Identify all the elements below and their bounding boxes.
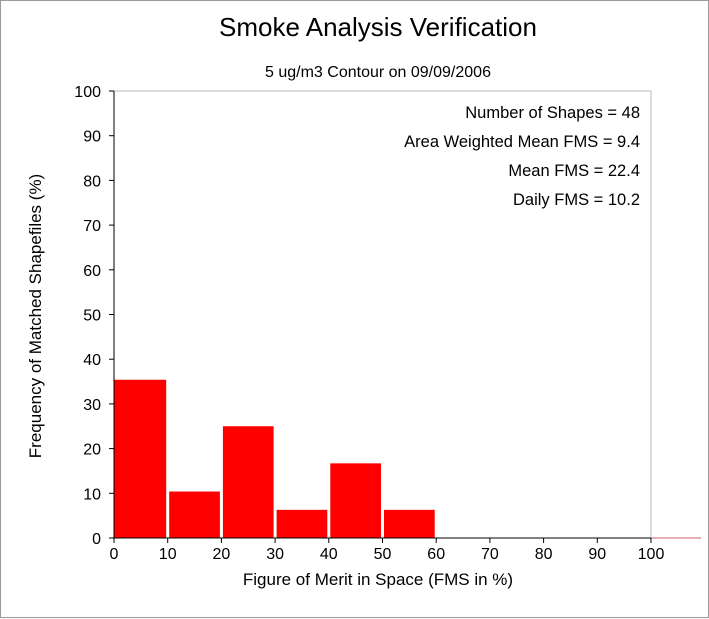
y-tick-label: 20 [83, 442, 101, 459]
x-tick-label: 70 [481, 546, 499, 563]
y-tick-label: 30 [83, 397, 101, 414]
annotations-group: Number of Shapes = 48 Area Weighted Mean … [404, 104, 640, 209]
bar-40-50 [330, 463, 381, 538]
bars-group [114, 379, 435, 538]
plot-area [113, 90, 652, 539]
y-tick-label: 60 [83, 263, 101, 280]
chart-title: Smoke Analysis Verification [219, 12, 537, 42]
y-tick-label: 100 [74, 84, 101, 101]
x-tick-label: 40 [320, 546, 338, 563]
stat-annotation: Number of Shapes = 48 [465, 104, 640, 122]
chart-subtitle: 5 ug/m3 Contour on 09/09/2006 [265, 64, 491, 81]
stat-annotation: Area Weighted Mean FMS = 9.4 [404, 133, 640, 151]
bar-0-10 [114, 379, 167, 538]
x-tick-label: 20 [213, 546, 231, 563]
bar-50-60 [384, 509, 435, 538]
stat-annotation: Mean FMS = 22.4 [508, 162, 640, 180]
x-tick-label: 100 [638, 546, 665, 563]
y-tick-label: 0 [92, 531, 101, 548]
y-tick-label: 90 [83, 129, 101, 146]
x-tick-label: 80 [535, 546, 553, 563]
x-tick-label: 0 [110, 546, 119, 563]
y-tick-label: 10 [83, 486, 101, 503]
stat-annotation: Daily FMS = 10.2 [513, 191, 640, 209]
y-axis-label: Frequency of Matched Shapefiles (%) [26, 174, 45, 458]
x-tick-label: 60 [427, 546, 445, 563]
y-tick-label: 80 [83, 173, 101, 190]
x-tick-label: 90 [588, 546, 606, 563]
bar-10-20 [169, 491, 220, 538]
y-tick-label: 50 [83, 308, 101, 325]
y-tick-label: 40 [83, 352, 101, 369]
x-tick-label: 30 [266, 546, 284, 563]
bar-20-30 [222, 426, 274, 538]
bar-30-40 [276, 509, 328, 538]
x-tick-label: 10 [159, 546, 177, 563]
x-axis-label: Figure of Merit in Space (FMS in %) [243, 570, 513, 589]
y-tick-label: 70 [83, 218, 101, 235]
x-tick-label: 50 [374, 546, 392, 563]
axes-group: 0 10 20 30 40 50 60 70 80 90 100 0 10 20 30 40 50 60 70 80 9… [74, 84, 701, 563]
